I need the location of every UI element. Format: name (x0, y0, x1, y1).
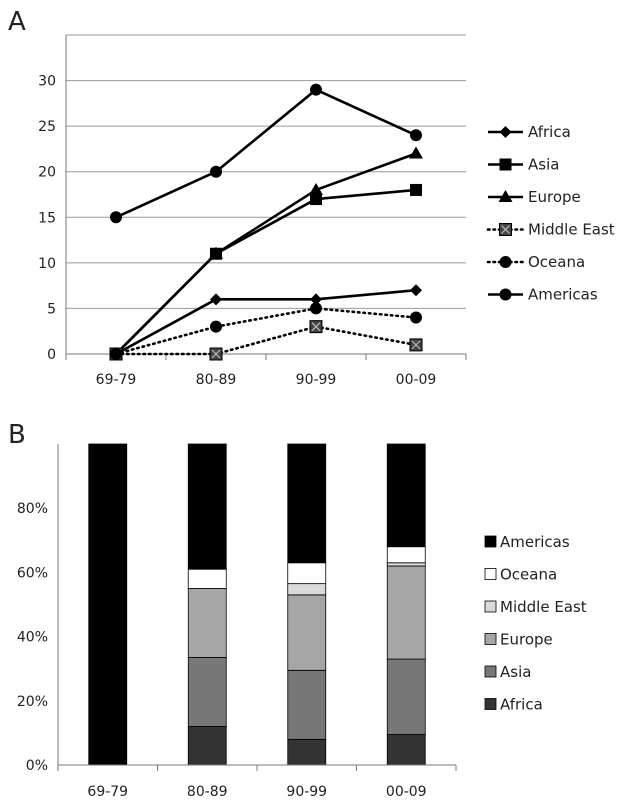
data-point-africa (410, 284, 422, 297)
panel-b-label: B (8, 420, 26, 450)
bar-segment-asia (187, 657, 227, 727)
legend-marker-americas (499, 288, 512, 301)
data-point-asia (310, 193, 322, 206)
series-line-middle-east (114, 325, 418, 356)
data-point-oceana (310, 302, 322, 315)
data-point-europe (209, 246, 223, 259)
data-point-americas (310, 83, 322, 96)
data-point-oceana (410, 311, 422, 324)
x-tick-label: 00-09 (396, 372, 437, 388)
legend-label-africa: Africa (500, 696, 543, 714)
data-point-africa (210, 293, 222, 306)
data-point-europe (409, 146, 423, 159)
data-point-middle-east-cross (211, 349, 221, 359)
legend-label-oceana: Oceana (500, 566, 557, 584)
legend-label-americas: Americas (528, 286, 598, 304)
panel-a-label: A (8, 7, 26, 37)
legend-marker-africa (499, 126, 512, 138)
legend-label-europe: Europe (528, 188, 581, 206)
y-tick-label: 60% (17, 565, 48, 581)
legend-marker-asia (499, 158, 512, 171)
y-tick-label: 30 (38, 74, 56, 90)
y-tick-label: 0% (26, 758, 48, 774)
bar-segment-europe (287, 594, 327, 671)
bar-segment-oceana (187, 568, 227, 589)
series-line-africa (115, 288, 417, 356)
x-tick-label: 80-89 (187, 784, 228, 800)
x-tick-label: 90-99 (286, 784, 327, 800)
data-point-asia (410, 183, 422, 196)
bar-segment-americas (187, 443, 227, 570)
data-point-oceana (110, 348, 122, 360)
bar-segment-americas (287, 443, 327, 564)
series-line-europe (115, 152, 417, 355)
y-tick-label: 15 (38, 210, 56, 226)
bar-segment-middle-east (386, 562, 426, 567)
data-point-middle-east (409, 338, 423, 352)
bar-segment-africa (287, 738, 327, 766)
legend-label-asia: Asia (500, 663, 531, 681)
y-tick-label: 10 (38, 256, 56, 272)
stacked-bar-chart-panel-b: 0% 20% 40% 60% 80% 69-79 80-89 90-99 00-09 Americ… (17, 443, 587, 800)
y-tick-label: 80% (17, 501, 48, 517)
legend-marker-europe (498, 190, 513, 202)
data-point-oceana (210, 320, 222, 333)
bar-segment-africa (386, 734, 426, 766)
legend-marker-middle-east-cross (501, 225, 510, 234)
series-line-oceana (114, 307, 418, 356)
legend-label-oceana: Oceana (528, 253, 585, 271)
y-tick-label: 0 (47, 347, 56, 363)
legend-swatch-asia (484, 665, 497, 678)
bar-segment-europe (386, 565, 426, 660)
data-point-middle-east-cross (411, 340, 421, 350)
x-tick-label: 00-09 (386, 784, 427, 800)
bar-segment-asia (287, 669, 327, 740)
legend-label-europe: Europe (500, 631, 553, 649)
line-chart-panel-a: 0 5 10 15 20 25 30 69-79 80-89 90-99 00-09 Africa As… (38, 34, 615, 388)
data-point-middle-east (309, 320, 323, 334)
legend-label-middle-east: Middle East (528, 221, 615, 239)
bar-segment-oceana (287, 562, 327, 585)
x-tick-label: 69-79 (96, 372, 137, 388)
data-point-americas (210, 165, 222, 178)
y-tick-label: 25 (38, 119, 56, 135)
y-tick-label: 20 (38, 165, 56, 181)
bar-segment-americas (88, 443, 128, 766)
y-tick-label: 40% (17, 630, 48, 646)
x-tick-label: 69-79 (87, 784, 128, 800)
legend-swatch-middle-east (484, 600, 497, 613)
bar-segment-oceana (386, 546, 426, 564)
bar-segment-middle-east (287, 583, 327, 596)
legend-swatch-americas (484, 535, 497, 548)
legend-swatch-europe (484, 633, 497, 645)
legend-swatch-africa (484, 698, 497, 710)
data-point-europe (309, 182, 323, 195)
bar-segment-americas (386, 443, 426, 548)
bar-segment-europe (187, 588, 227, 658)
legend-label-asia: Asia (528, 156, 559, 174)
x-tick-label: 90-99 (296, 372, 337, 388)
x-tick-label: 80-89 (196, 372, 237, 388)
bar-segment-africa (187, 726, 227, 766)
legend-label-middle-east: Middle East (500, 598, 587, 616)
legend-marker-middle-east (499, 223, 512, 236)
legend-label-americas: Americas (500, 533, 570, 551)
data-point-americas (110, 211, 122, 224)
data-point-middle-east (209, 347, 223, 361)
bar-segment-asia (386, 658, 426, 735)
data-point-africa (310, 293, 322, 306)
y-tick-label: 5 (47, 301, 56, 317)
legend-marker-oceana (499, 256, 512, 268)
data-point-middle-east-cross (311, 322, 321, 332)
legend-label-africa: Africa (528, 123, 571, 141)
data-point-americas (410, 129, 422, 142)
legend-swatch-oceana (484, 568, 497, 580)
series-line-americas (115, 88, 417, 219)
y-tick-label: 20% (17, 694, 48, 710)
